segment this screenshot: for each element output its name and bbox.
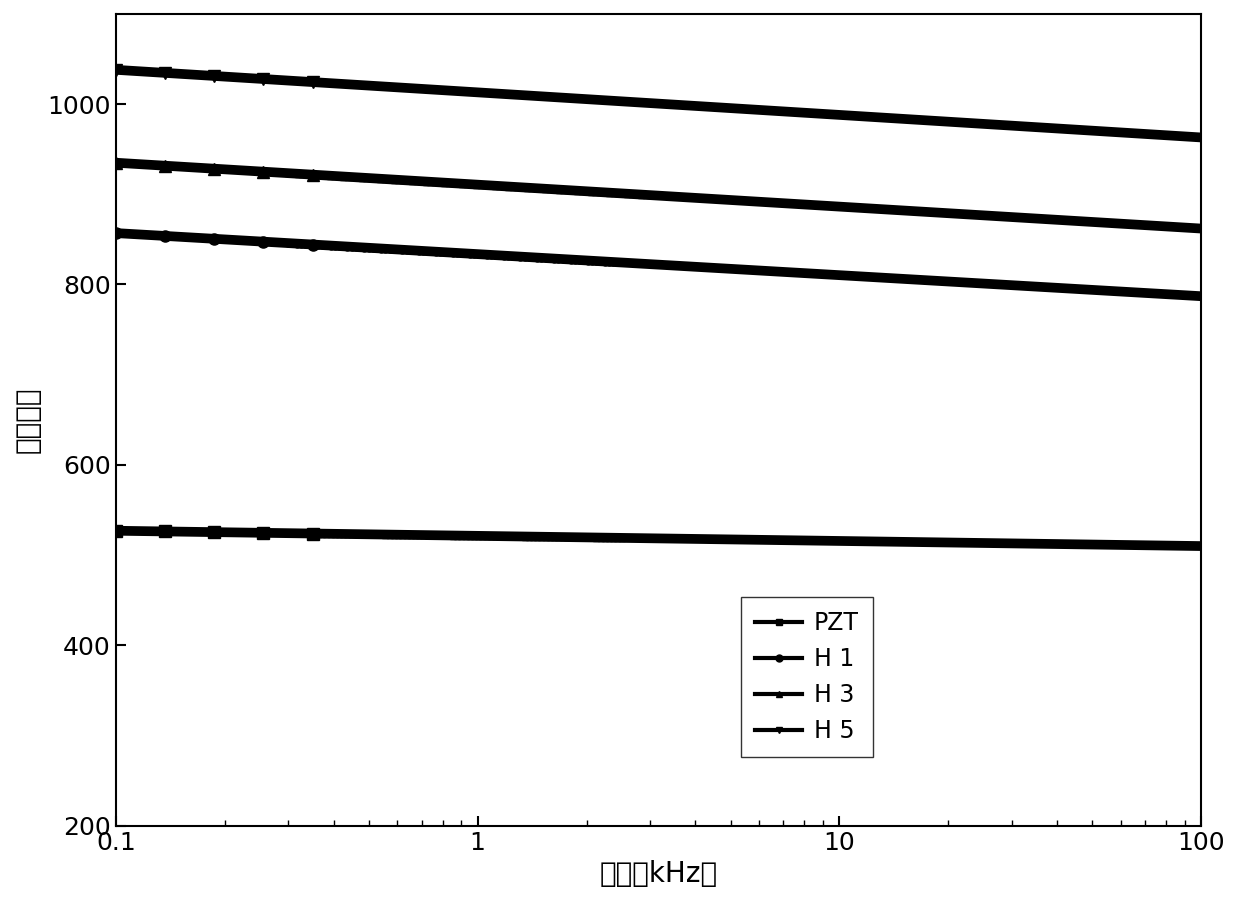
Y-axis label: 介电常数: 介电常数 [14, 387, 42, 453]
H 1 [615, 257, 629, 268]
H 5 [528, 90, 543, 101]
H 3 [441, 178, 456, 189]
H 5 [497, 88, 512, 99]
PZT [483, 530, 498, 541]
H 5 [281, 75, 296, 86]
PZT [615, 532, 629, 543]
H 1 [483, 250, 498, 261]
H 1 [509, 251, 524, 262]
H 1 [281, 238, 296, 249]
H 1 [576, 255, 591, 266]
H 3 [281, 168, 296, 179]
H 1 [479, 249, 494, 260]
H 3 [528, 183, 543, 194]
PZT [429, 529, 444, 540]
H 5 [514, 89, 529, 100]
PZT [496, 530, 510, 541]
H 5 [643, 97, 658, 108]
Line: H 3: H 3 [285, 170, 654, 198]
H 1 [429, 246, 444, 257]
H 3 [501, 181, 515, 192]
X-axis label: 频率（kHz）: 频率（kHz） [600, 861, 717, 888]
H 5 [441, 85, 456, 96]
PZT [576, 532, 591, 543]
H 3 [497, 180, 512, 191]
H 5 [602, 95, 617, 106]
PZT [509, 531, 524, 542]
Line: H 1: H 1 [285, 240, 626, 266]
H 5 [501, 89, 515, 100]
H 1 [496, 250, 510, 261]
Legend: PZT, H 1, H 3, H 5: PZT, H 1, H 3, H 5 [741, 597, 873, 757]
PZT [479, 530, 494, 541]
Line: H 5: H 5 [285, 77, 654, 106]
H 3 [643, 189, 658, 200]
Line: PZT: PZT [285, 529, 626, 541]
H 3 [514, 182, 529, 193]
PZT [281, 528, 296, 538]
H 3 [602, 188, 617, 198]
